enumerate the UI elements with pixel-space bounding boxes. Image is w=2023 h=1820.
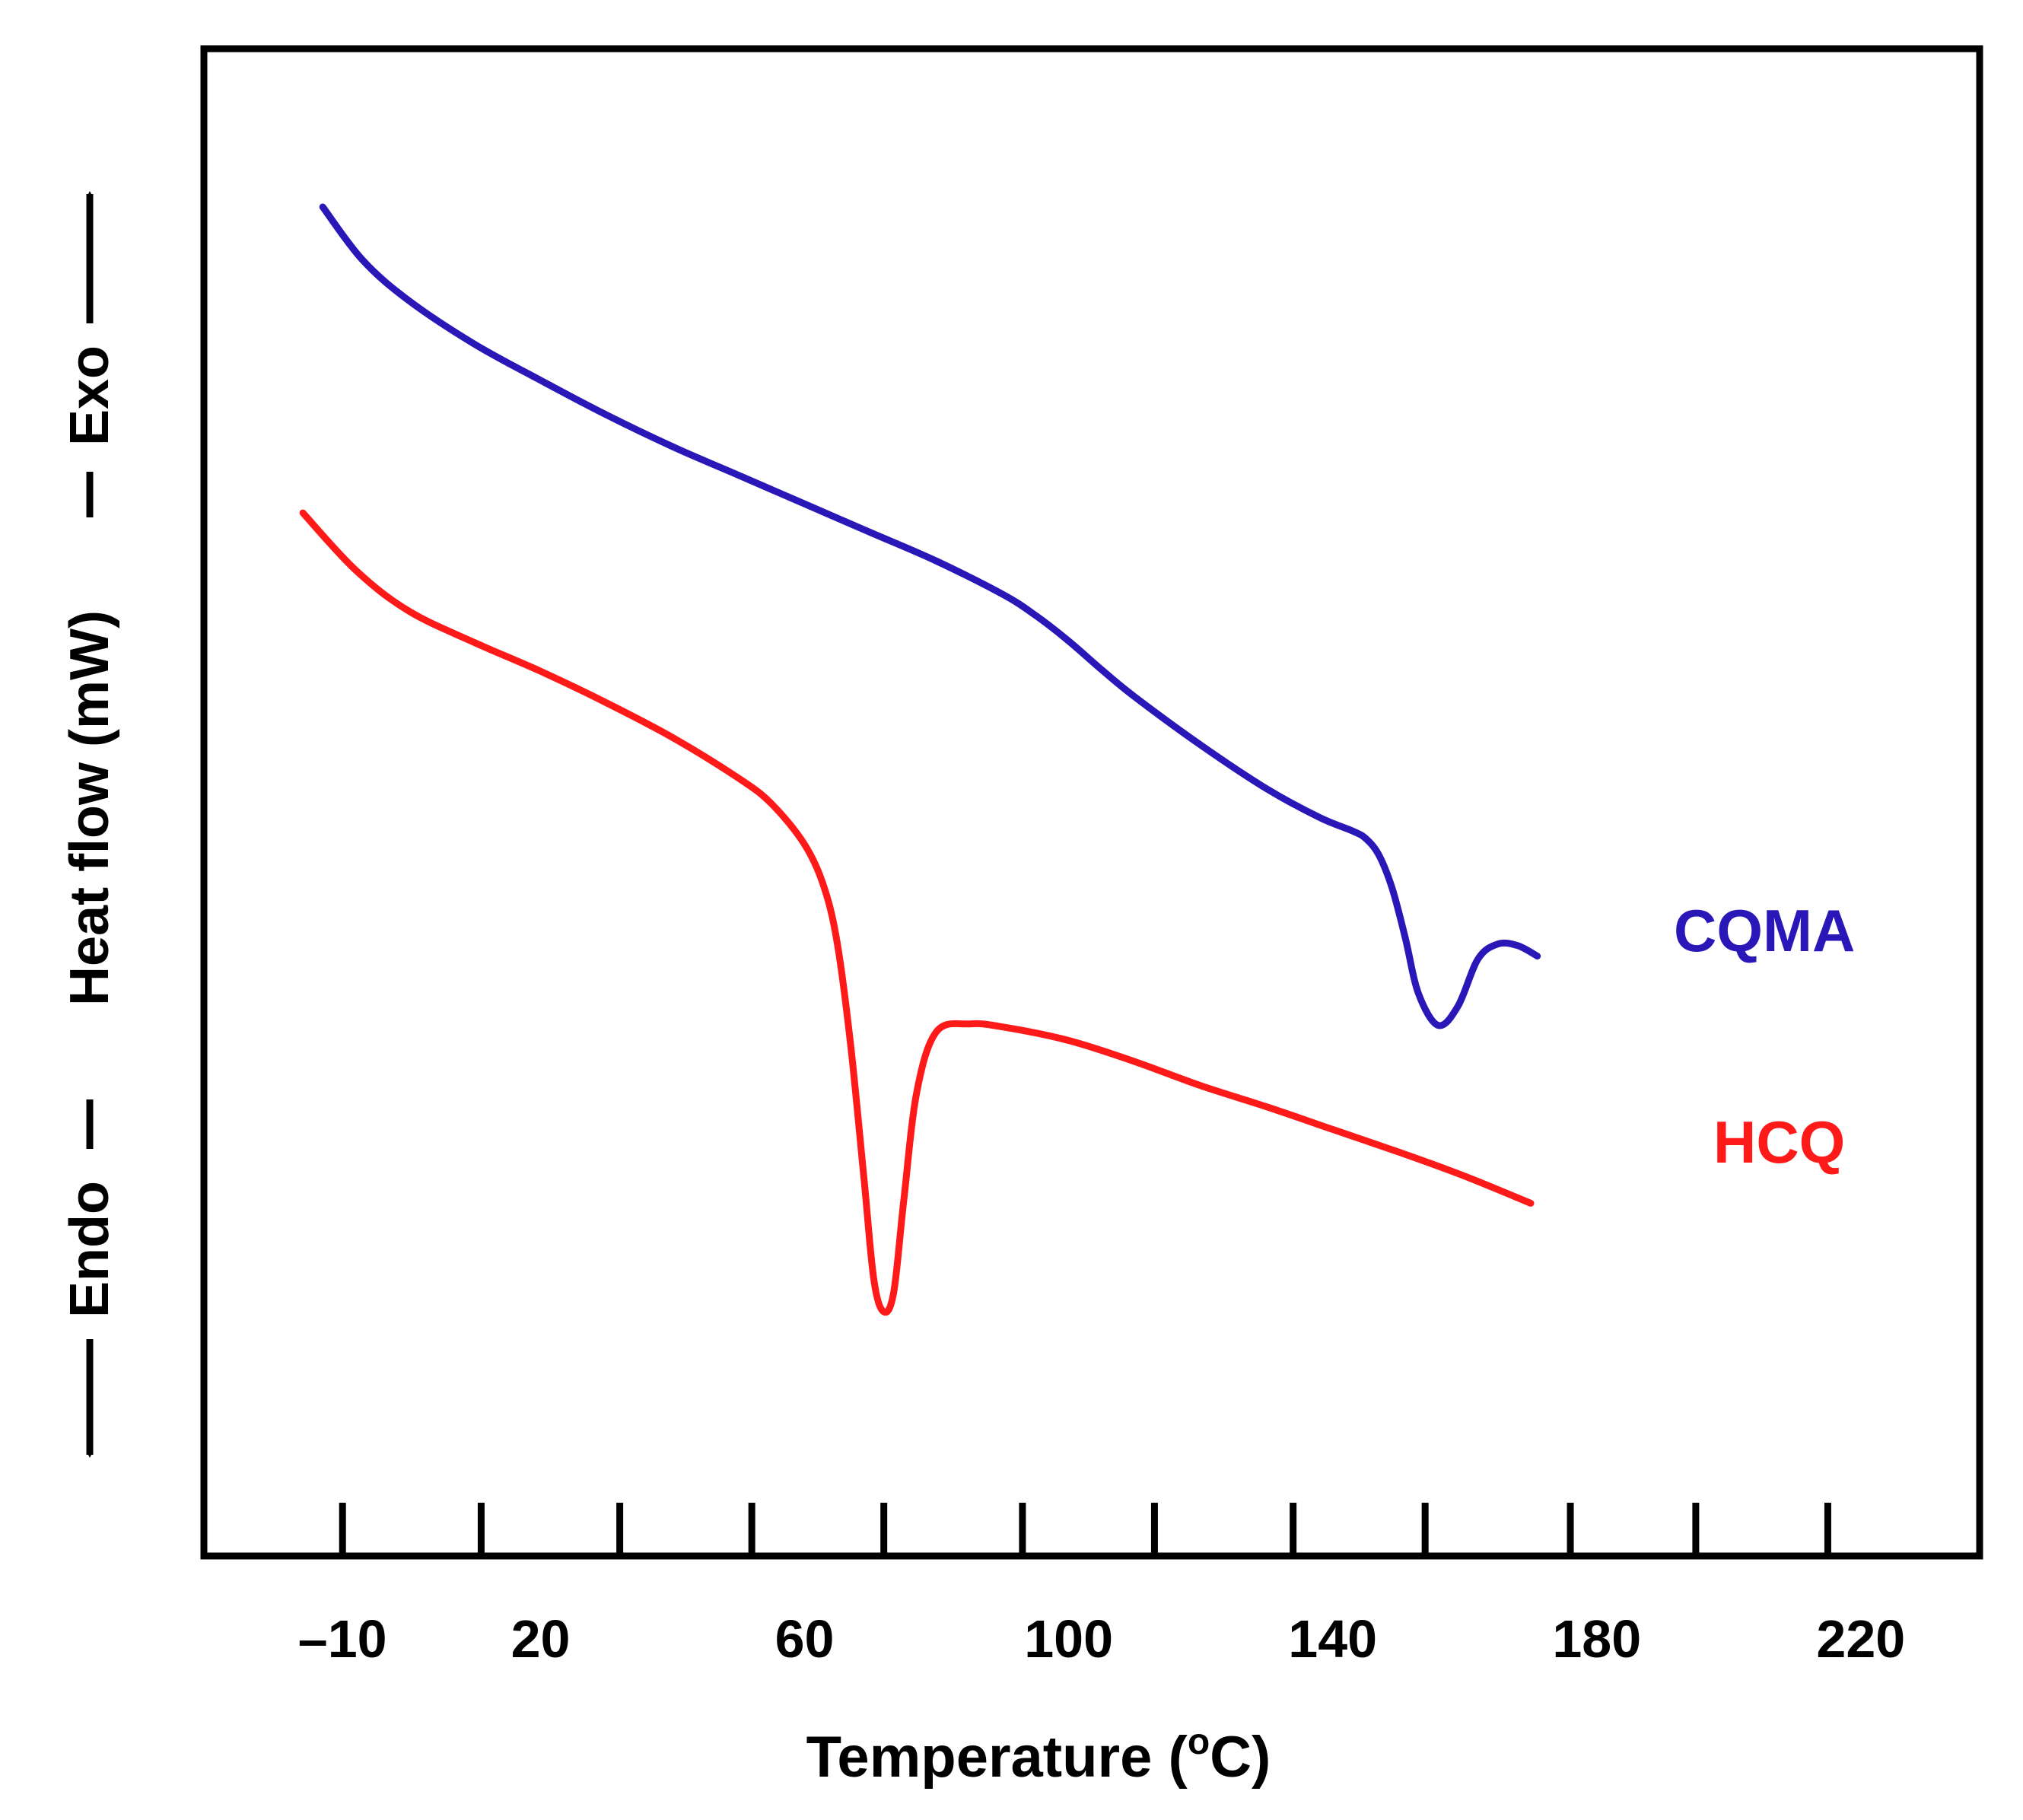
- x-axis-title-unit: C): [1210, 1725, 1271, 1790]
- series-layer: [299, 203, 1541, 1316]
- x-axis-title-degree: o: [1188, 1722, 1210, 1762]
- y-label-heat-flow: Heat flow (mW): [59, 610, 120, 1006]
- x-tick-labels: –10 20 60 100 140 180 220: [298, 1609, 1905, 1669]
- y-label-exo: Exo: [59, 345, 120, 446]
- x-tick-label: –10: [298, 1609, 387, 1669]
- y-label-endo: Endo: [59, 1181, 120, 1318]
- x-tick-label: 60: [775, 1609, 835, 1669]
- x-tick-label: 100: [1024, 1609, 1113, 1669]
- series-line-hcq: [299, 509, 1535, 1316]
- x-tick-label: 20: [511, 1609, 571, 1669]
- x-axis-ticks: [339, 1503, 1831, 1556]
- series-label-hcq: HCQ: [1713, 1109, 1845, 1176]
- x-tick-label: 180: [1552, 1609, 1641, 1669]
- x-axis-title: Temperature (oC): [806, 1722, 1271, 1790]
- x-axis-title-main: Temperature (: [806, 1725, 1188, 1790]
- plot-frame: [200, 45, 1983, 1560]
- x-tick-label: 220: [1816, 1609, 1905, 1669]
- series-line-cqma: [319, 203, 1541, 1029]
- series-label-cqma: CQMA: [1674, 897, 1855, 964]
- x-tick-label: 140: [1288, 1609, 1377, 1669]
